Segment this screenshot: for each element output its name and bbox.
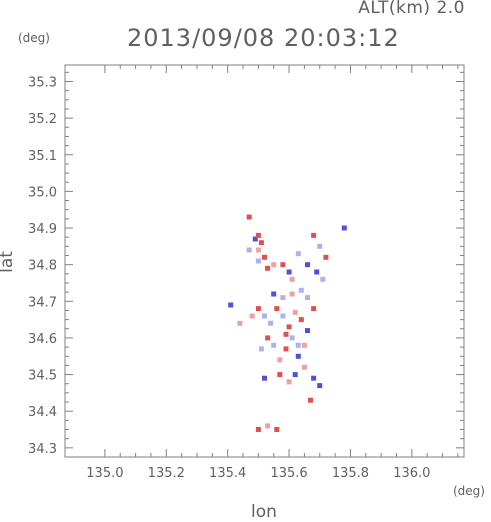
x-axis-unit: (deg) — [453, 484, 485, 498]
y-tick-label: 34.6 — [28, 332, 57, 347]
y-tick-label: 35.0 — [28, 185, 57, 200]
y-tick-label: 35.3 — [28, 75, 57, 90]
data-point — [289, 335, 295, 341]
data-point — [305, 262, 310, 268]
data-point — [311, 375, 317, 381]
data-point — [295, 251, 301, 257]
data-point — [317, 383, 323, 389]
data-point — [280, 295, 286, 301]
x-tick-label: 135.4 — [209, 466, 246, 481]
data-point — [295, 353, 301, 359]
data-point — [289, 291, 295, 297]
axis-ticks: 35.3 35.2 35.1 35.0 34.9 34.8 34.7 34.6 34.5 34.4… — [28, 65, 464, 481]
x-tick-label: 135.6 — [270, 466, 307, 481]
data-point — [320, 276, 326, 282]
x-tick-label: 135.0 — [86, 466, 123, 481]
data-point — [271, 342, 277, 348]
data-point — [289, 276, 295, 282]
data-point — [255, 306, 261, 312]
data-point — [314, 269, 320, 275]
x-axis-label: lon — [251, 502, 277, 522]
y-tick-label: 34.9 — [28, 222, 57, 237]
data-point — [305, 328, 310, 334]
data-point — [274, 427, 280, 432]
data-point — [246, 247, 252, 253]
data-point — [228, 302, 234, 308]
data-point — [258, 346, 264, 352]
data-point — [237, 320, 243, 326]
data-point — [274, 306, 280, 312]
data-point — [292, 309, 298, 315]
y-tick-label: 35.1 — [28, 149, 57, 164]
data-point — [271, 291, 277, 297]
data-point — [246, 214, 252, 220]
data-point — [298, 287, 304, 293]
data-point — [308, 397, 313, 403]
y-tick-label: 34.7 — [28, 295, 57, 310]
data-point — [292, 372, 298, 378]
data-point — [277, 372, 283, 378]
data-point — [255, 247, 261, 253]
data-point — [311, 232, 317, 238]
altitude-label: ALT(km) 2.0 — [358, 0, 465, 18]
data-point — [265, 423, 271, 429]
data-point — [305, 295, 310, 301]
data-point — [258, 240, 264, 246]
y-tick-label: 34.8 — [28, 259, 57, 274]
datetime-title: 2013/09/08 20:03:12 — [127, 24, 400, 52]
data-point — [277, 357, 283, 363]
data-point — [255, 427, 261, 432]
data-point — [286, 379, 292, 385]
data-point — [286, 324, 292, 330]
data-point — [252, 236, 258, 242]
data-point — [283, 346, 289, 352]
x-tick-label: 136.0 — [393, 466, 430, 481]
data-point — [311, 306, 317, 312]
data-point — [265, 265, 271, 271]
data-point — [262, 254, 267, 260]
y-tick-label: 34.5 — [28, 369, 57, 384]
data-point — [280, 262, 286, 268]
data-point — [262, 375, 267, 381]
data-point — [271, 262, 277, 268]
data-point — [262, 313, 267, 319]
y-tick-label: 34.4 — [28, 405, 57, 420]
data-point — [255, 258, 261, 264]
data-point — [301, 342, 307, 348]
x-tick-label: 135.2 — [148, 466, 185, 481]
data-point — [301, 364, 307, 370]
data-point — [286, 269, 292, 275]
data-point — [298, 317, 304, 323]
data-point — [283, 331, 289, 337]
y-tick-label: 35.2 — [28, 112, 57, 127]
data-point — [295, 342, 301, 348]
data-points — [228, 214, 347, 432]
data-point — [317, 243, 323, 249]
data-point — [280, 313, 286, 319]
plot-frame — [64, 64, 465, 458]
data-point — [268, 320, 274, 326]
x-tick-label: 135.8 — [332, 466, 369, 481]
data-point — [265, 335, 271, 341]
data-point — [249, 313, 255, 319]
data-point — [255, 232, 261, 238]
data-point — [323, 254, 329, 260]
y-axis-unit: (deg) — [18, 31, 50, 45]
y-tick-label: 34.3 — [28, 442, 57, 457]
data-point — [341, 225, 347, 231]
